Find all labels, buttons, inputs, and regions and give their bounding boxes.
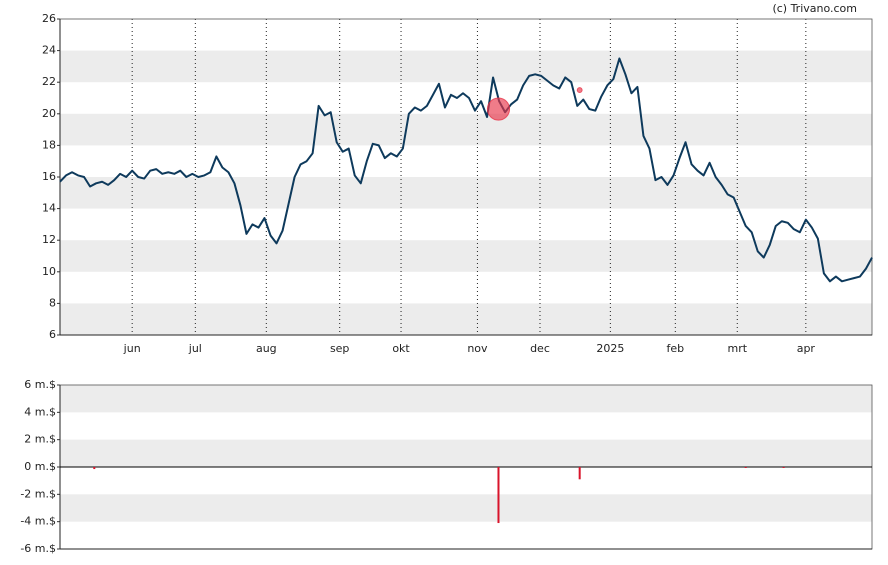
y-tick-label: 20 <box>42 107 56 120</box>
y-tick-label: 18 <box>42 138 56 151</box>
y-tick-label: 2 m.$ <box>24 433 56 446</box>
grid-band <box>60 177 872 209</box>
grid-band <box>60 494 872 522</box>
x-tick-label: dec <box>530 342 550 355</box>
bar <box>497 467 500 524</box>
x-tick-label: nov <box>467 342 488 355</box>
y-tick-label: 4 m.$ <box>24 405 56 418</box>
x-tick-label: aug <box>256 342 277 355</box>
grid-band <box>60 240 872 272</box>
bar <box>578 467 581 480</box>
y-tick-label: 16 <box>42 170 56 183</box>
grid-band <box>60 303 872 335</box>
y-tick-label: 12 <box>42 233 56 246</box>
x-tick-label: okt <box>392 342 410 355</box>
grid-band <box>60 439 872 467</box>
x-tick-label: apr <box>797 342 816 355</box>
y-tick-label: -2 m.$ <box>20 487 56 500</box>
x-tick-label: jul <box>188 342 202 355</box>
y-tick-label: -4 m.$ <box>20 515 56 528</box>
x-tick-label: 2025 <box>596 342 624 355</box>
price-line <box>59 57 873 283</box>
grid-band <box>60 50 872 83</box>
y-tick-label: 24 <box>42 44 56 57</box>
y-tick-label: 8 <box>49 296 56 309</box>
y-tick-label: 14 <box>42 202 56 215</box>
y-tick-label: 0 m.$ <box>24 460 56 473</box>
x-tick-label: sep <box>330 342 349 355</box>
y-tick-label: 10 <box>42 265 56 278</box>
x-tick-label: feb <box>667 342 685 355</box>
bar <box>782 467 785 468</box>
grid-band <box>60 385 872 413</box>
bar <box>93 467 96 470</box>
y-tick-label: 6 m.$ <box>24 378 56 391</box>
trade-marker <box>576 87 583 94</box>
x-tick-label: mrt <box>727 342 747 355</box>
bar <box>744 467 747 468</box>
y-tick-label: 6 <box>49 328 56 341</box>
y-tick-label: 22 <box>42 75 56 88</box>
x-tick-label: jun <box>123 342 141 355</box>
y-tick-label: -6 m.$ <box>20 542 56 555</box>
credit: (c) Trivano.com <box>772 2 857 15</box>
y-tick-label: 26 <box>42 12 56 25</box>
grid-band <box>60 113 872 146</box>
trade-marker <box>486 97 511 121</box>
